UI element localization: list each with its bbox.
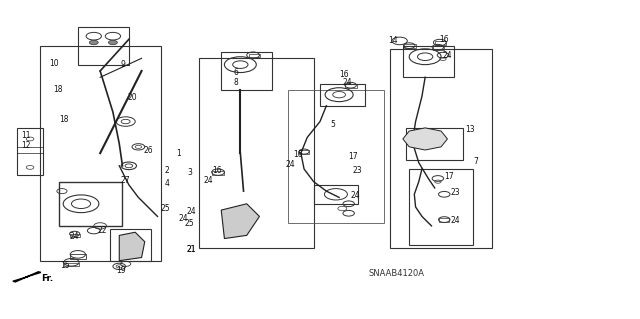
Text: 5: 5 <box>330 120 335 129</box>
Text: 25: 25 <box>184 219 194 228</box>
Circle shape <box>90 40 99 45</box>
Bar <box>70 254 86 259</box>
Text: 27: 27 <box>121 175 131 185</box>
Bar <box>221 52 272 90</box>
Text: 21: 21 <box>186 245 196 254</box>
Text: 24: 24 <box>70 232 79 241</box>
Text: 18: 18 <box>59 115 68 124</box>
Text: 17: 17 <box>348 152 358 161</box>
Bar <box>406 128 463 160</box>
Text: 7: 7 <box>474 157 479 166</box>
Text: 15: 15 <box>60 261 70 270</box>
Bar <box>64 263 79 266</box>
Text: 12: 12 <box>21 141 30 150</box>
Text: 21: 21 <box>186 245 196 254</box>
Text: 11: 11 <box>21 131 30 140</box>
Polygon shape <box>13 272 41 282</box>
Text: 25: 25 <box>161 204 171 213</box>
Bar <box>435 41 446 45</box>
Text: 23: 23 <box>352 166 362 175</box>
Text: Fr.: Fr. <box>41 274 53 283</box>
Text: 24: 24 <box>186 207 196 216</box>
Text: 22: 22 <box>97 226 107 235</box>
Circle shape <box>108 40 117 45</box>
Bar <box>70 234 80 237</box>
Text: 18: 18 <box>52 85 62 94</box>
Text: 14: 14 <box>388 36 398 45</box>
Text: 16: 16 <box>339 70 349 78</box>
Polygon shape <box>119 232 145 261</box>
Bar <box>314 185 358 204</box>
Bar <box>403 46 454 77</box>
Bar <box>346 84 357 88</box>
Bar <box>248 54 260 57</box>
Bar <box>390 49 492 248</box>
Bar <box>78 27 129 65</box>
Text: 24: 24 <box>451 216 460 225</box>
Text: 26: 26 <box>143 145 153 154</box>
Text: 20: 20 <box>127 93 137 102</box>
Text: 6: 6 <box>234 68 238 77</box>
Text: 2: 2 <box>164 166 170 175</box>
Text: 19: 19 <box>116 266 126 275</box>
Bar <box>299 150 309 154</box>
Bar <box>40 46 161 261</box>
Text: 17: 17 <box>444 172 454 182</box>
Text: 1: 1 <box>176 149 181 158</box>
Bar <box>404 44 415 48</box>
Bar <box>109 229 151 261</box>
Text: 24: 24 <box>204 175 213 185</box>
Text: 9: 9 <box>120 60 125 69</box>
Text: 24: 24 <box>350 191 360 200</box>
Text: 13: 13 <box>465 125 474 134</box>
Text: 24: 24 <box>178 213 188 222</box>
Text: SNAAB4120A: SNAAB4120A <box>369 269 424 278</box>
Bar <box>409 169 473 245</box>
Bar <box>59 182 122 226</box>
Bar <box>17 128 43 175</box>
Text: 16: 16 <box>212 166 221 175</box>
Text: 24: 24 <box>285 160 295 169</box>
Bar <box>199 58 314 248</box>
Text: 3: 3 <box>187 168 192 177</box>
Text: 10: 10 <box>49 59 58 68</box>
Text: 16: 16 <box>440 35 449 44</box>
Bar <box>433 46 444 50</box>
Text: 16: 16 <box>293 150 303 159</box>
Bar <box>320 84 365 106</box>
Polygon shape <box>221 204 259 239</box>
Text: 8: 8 <box>234 78 238 86</box>
Polygon shape <box>403 128 447 150</box>
Text: 24: 24 <box>342 78 352 86</box>
Bar <box>288 90 384 223</box>
Text: 23: 23 <box>451 188 460 197</box>
Text: 4: 4 <box>164 179 170 188</box>
Text: 24: 24 <box>443 51 452 60</box>
Bar <box>439 218 449 222</box>
Bar <box>212 171 224 175</box>
